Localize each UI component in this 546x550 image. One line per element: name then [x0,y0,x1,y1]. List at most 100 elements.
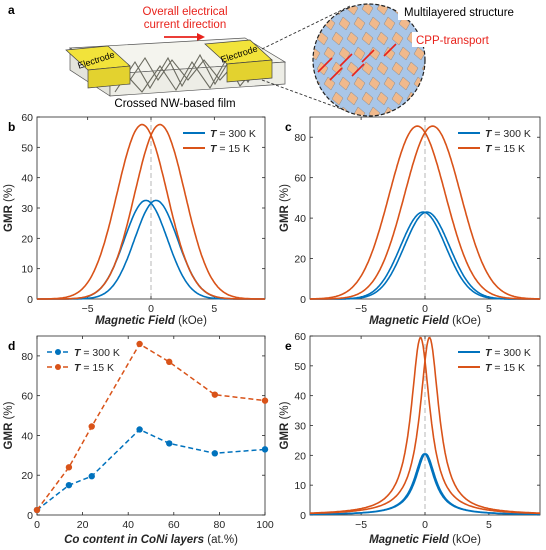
data-point [136,426,143,433]
y-tick-label: 40 [294,213,306,225]
multilayer-segment [331,91,344,106]
multilayer-segment [368,46,381,61]
plot-frame [36,335,266,516]
multilayer-segment [346,91,359,106]
multilayer-label-bg [398,4,538,20]
x-tick-label: 5 [211,303,217,315]
legend-label: T = 300 K [485,347,531,359]
x-axis-label: Magnetic Field (kOe) [369,315,481,327]
multilayer-segment [429,77,440,90]
x-tick-label: 0 [34,519,40,531]
x-tick-label: 60 [168,519,180,531]
x-tick-label: 5 [486,519,492,531]
multilayer-segment [313,31,314,46]
data-point [33,506,41,514]
y-tick-label: 60 [21,391,33,403]
data-point [261,397,269,404]
x-tick-label: 40 [122,519,134,531]
data-point [166,440,173,447]
x-tick-label: 0 [422,519,428,531]
multilayer-segment [429,47,440,60]
legend-label: T = 15 K [210,143,250,155]
multilayer-segment [398,106,411,116]
y-tick-label: 60 [21,112,33,124]
y-tick-label: 40 [21,173,33,185]
x-axis-label: Magnetic Field (kOe) [369,534,481,546]
multilayer-segment [413,46,425,61]
y-tick-label: 20 [294,254,306,266]
x-tick-label: 0 [422,303,428,315]
multilayer-segment [323,106,336,116]
x-tick-label: −5 [355,303,367,315]
y-axis-label: GMR (%) [3,184,15,232]
multilayer-segment [316,4,329,16]
cpp-label-bg [412,32,500,47]
multilayer-segment [353,46,366,61]
multilayer-segment [368,76,381,91]
x-tick-label: 80 [214,519,226,531]
multilayer-segment [331,31,344,46]
data-point [88,423,95,430]
data-point [261,446,269,453]
multilayer-segment [376,91,389,106]
legend-marker [55,364,61,370]
chart-panel-d: d 0 20 40 60 80 100 0 20 40 60 80 Co content in CoNi… [3,335,274,546]
cpp-label: CPP-transport [416,35,490,47]
y-tick-label: 0 [300,294,306,306]
y-tick-label: 80 [21,351,33,363]
data-point [136,340,143,348]
y-axis-label: GMR (%) [279,184,291,232]
data-point [211,450,219,457]
cpp-arrows [317,43,397,81]
multilayer-segment [361,61,374,76]
multilayer-segment [313,61,314,76]
legend-label: T = 15 K [485,143,525,155]
x-tick-label: 100 [256,519,274,531]
y-tick-label: 40 [21,430,33,442]
multilayer-segment [391,91,404,106]
panel-letter-d: d [8,339,15,353]
zoom-line-bottom [261,79,356,115]
x-tick-label: 20 [77,519,89,531]
y-axis-label: GMR (%) [3,401,15,449]
y-tick-label: 20 [21,233,33,245]
y-tick-label: 30 [294,421,306,433]
y-tick-label: 40 [294,391,306,403]
x-tick-label: −5 [355,519,367,531]
x-axis-label: Magnetic Field (kOe) [95,315,207,327]
multilayer-segment [376,61,389,76]
y-tick-label: 0 [27,294,33,306]
multilayer-segment [338,16,351,31]
data-point [65,464,73,471]
zoom-circle [313,4,425,116]
multilayer-segment [383,16,396,31]
y-tick-label: 30 [21,203,33,215]
multilayer-label: Multilayered structure [404,7,514,19]
panel-letter-a: a [8,3,15,17]
y-tick-label: 20 [21,470,33,482]
y-axis-label: GMR (%) [279,401,291,449]
multilayer-segment [376,31,389,46]
multilayer-segment [313,16,321,31]
legend-label: T = 300 K [485,128,531,140]
multilayer-segment [361,31,374,46]
sweep-down-curve [310,453,540,516]
multilayer-segment [313,106,321,116]
series-line [36,428,266,511]
legend-label: T = 300 K [210,128,256,140]
multilayer-segment [444,107,455,120]
multilayer-segment [323,76,336,91]
x-axis-label: Co content in CoNi layers (at.%) [64,534,238,546]
multilayer-segment [429,107,440,120]
multilayer-segment [383,46,396,61]
zoom-circle-outline [312,3,426,117]
current-label-line2: current direction [144,19,226,31]
multilayer-segment [368,16,381,31]
multilayer-segment [398,16,411,31]
panel-letter-c: c [285,120,292,134]
sweep-down-curve [310,211,540,300]
multilayer-segment [391,31,404,46]
multilayer-segment [338,76,351,91]
